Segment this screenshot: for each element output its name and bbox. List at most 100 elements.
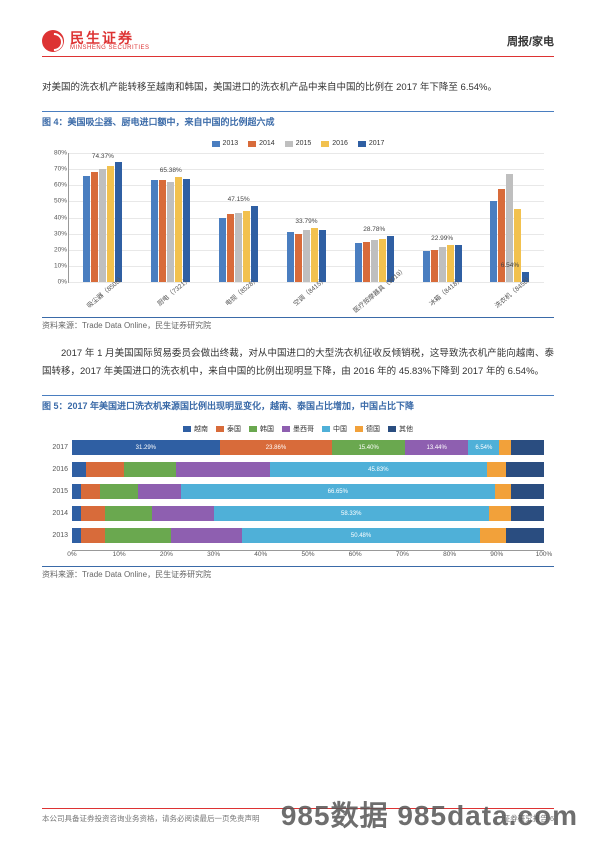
bar xyxy=(439,247,446,282)
bar-segment xyxy=(124,462,176,477)
stacked-bar-row: 201731.29%23.86%15.40%13.44%6.54% xyxy=(72,440,544,455)
bar-segment: 23.86% xyxy=(220,440,333,455)
bar-group: 28.78% xyxy=(343,153,405,282)
legend-item: 泰国 xyxy=(216,424,241,434)
y-axis-label: 2013 xyxy=(46,532,72,539)
bar-segment xyxy=(511,440,544,455)
fig4-title: 图 4：美国吸尘器、厨电进口额中，来自中国的比例超六成 xyxy=(42,111,554,128)
x-axis-label: 40% xyxy=(254,551,267,558)
fig5-source: 资料来源：Trade Data Online，民生证券研究院 xyxy=(42,569,554,580)
y-axis-label: 2014 xyxy=(46,510,72,517)
bar-segment: 13.44% xyxy=(405,440,468,455)
bar xyxy=(431,250,438,282)
logo-cn: 民生证券 xyxy=(70,31,150,45)
page-header: 民生证券 MINSHENG SECURITIES 周报/家电 xyxy=(42,30,554,57)
bar xyxy=(355,243,362,282)
header-category: 周报/家电 xyxy=(507,33,554,49)
stacked-bar-row: 201645.83% xyxy=(72,462,544,477)
bar xyxy=(227,214,234,282)
bar-segment xyxy=(487,462,507,477)
value-label: 6.54% xyxy=(501,262,519,269)
bar-segment: 31.29% xyxy=(72,440,220,455)
bar xyxy=(243,211,250,282)
legend-item: 中国 xyxy=(322,424,347,434)
bar-segment: 6.54% xyxy=(468,440,499,455)
stacked-bar-row: 201458.33% xyxy=(72,506,544,521)
bar-segment xyxy=(86,462,124,477)
bar-segment xyxy=(105,506,152,521)
y-axis-label: 40% xyxy=(47,214,67,221)
bar-segment xyxy=(138,484,180,499)
bar-segment xyxy=(72,506,81,521)
bar-segment xyxy=(480,528,506,543)
y-axis-label: 10% xyxy=(47,262,67,269)
fig5-title: 图 5：2017 年美国进口洗衣机来源国比例出现明显变化，越南、泰国占比增加，中… xyxy=(42,395,554,412)
x-axis-label: 10% xyxy=(113,551,126,558)
bar-segment xyxy=(495,484,511,499)
legend-item: 墨西哥 xyxy=(282,424,314,434)
bar-segment xyxy=(81,484,100,499)
watermark: 985数据 985data.com xyxy=(281,794,578,834)
fig4-chart: 20132014201520162017 0%10%20%30%40%50%60… xyxy=(42,132,554,318)
bar-segment xyxy=(489,506,511,521)
x-axis-label: 70% xyxy=(396,551,409,558)
bar-segment xyxy=(176,462,270,477)
bar xyxy=(490,201,497,282)
legend-item: 德国 xyxy=(355,424,380,434)
stacked-bar-row: 201350.48% xyxy=(72,528,544,543)
bar xyxy=(99,169,106,282)
y-axis-label: 2017 xyxy=(46,444,72,451)
x-axis-label: 90% xyxy=(490,551,503,558)
bar xyxy=(91,172,98,282)
bar-segment: 15.40% xyxy=(332,440,405,455)
fig5-chart: 越南泰国韩国墨西哥中国德国其他 201731.29%23.86%15.40%13… xyxy=(42,416,554,567)
bar xyxy=(295,234,302,282)
legend-item: 韩国 xyxy=(249,424,274,434)
paragraph-2: 2017 年 1 月美国国际贸易委员会做出终裁，对从中国进口的大型洗衣机征收反倾… xyxy=(42,345,554,381)
legend-item: 2017 xyxy=(358,140,385,147)
y-axis-label: 70% xyxy=(47,166,67,173)
bar-segment xyxy=(506,462,544,477)
bar xyxy=(379,239,386,283)
bar-segment xyxy=(171,528,242,543)
bar-segment xyxy=(105,528,171,543)
value-label: 74.37% xyxy=(92,153,114,160)
logo: 民生证券 MINSHENG SECURITIES xyxy=(42,30,150,52)
bar xyxy=(219,218,226,283)
bar xyxy=(303,230,310,282)
legend-item: 2014 xyxy=(248,140,275,147)
bar-segment xyxy=(100,484,138,499)
bar-group: 6.54% xyxy=(479,153,541,282)
legend-item: 其他 xyxy=(388,424,413,434)
stacked-bar-row: 201566.65% xyxy=(72,484,544,499)
value-label: 33.79% xyxy=(295,218,317,225)
y-axis-label: 0% xyxy=(47,279,67,286)
bar xyxy=(514,209,521,282)
logo-icon xyxy=(42,30,64,52)
legend-item: 越南 xyxy=(183,424,208,434)
bar-segment: 58.33% xyxy=(214,506,489,521)
bar xyxy=(159,180,166,282)
y-axis-label: 80% xyxy=(47,150,67,157)
bar-segment xyxy=(506,528,544,543)
value-label: 22.99% xyxy=(431,235,453,242)
bar xyxy=(183,179,190,282)
value-label: 65.38% xyxy=(160,167,182,174)
logo-en: MINSHENG SECURITIES xyxy=(70,45,150,51)
x-axis-label: 80% xyxy=(443,551,456,558)
y-axis-label: 2015 xyxy=(46,488,72,495)
bar-segment: 45.83% xyxy=(270,462,486,477)
footer-left: 本公司具备证券投资咨询业务资格，请务必阅读最后一页免责声明 xyxy=(42,813,260,824)
bar-group: 74.37% xyxy=(72,153,134,282)
y-axis-label: 30% xyxy=(47,230,67,237)
bar xyxy=(423,251,430,282)
y-axis-label: 60% xyxy=(47,182,67,189)
bar-group: 33.79% xyxy=(276,153,338,282)
bar xyxy=(363,242,370,282)
bar-group: 47.15% xyxy=(208,153,270,282)
bar xyxy=(311,228,318,282)
x-axis-label: 0% xyxy=(67,551,76,558)
bar xyxy=(167,182,174,282)
x-axis-label: 20% xyxy=(160,551,173,558)
bar xyxy=(151,180,158,282)
